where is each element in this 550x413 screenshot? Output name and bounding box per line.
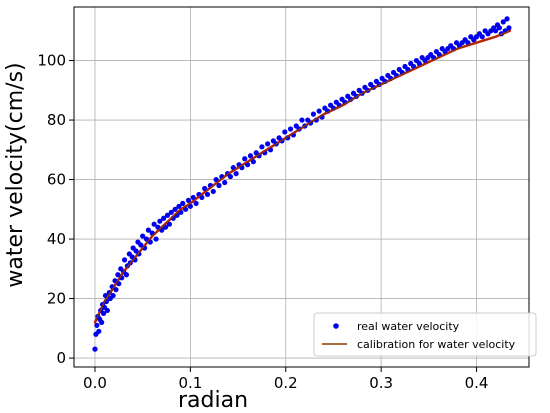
data-point [145,227,152,233]
data-point [233,171,239,177]
data-point [465,40,471,46]
data-point [115,272,121,278]
legend-label-calibration: calibration for water velocity [357,338,516,351]
x-axis-label: radian [178,388,248,413]
data-point [506,25,512,31]
y-tick-label: 0 [56,349,66,367]
grid [74,7,529,367]
data-point [96,328,102,334]
y-axis-label: water velocity(cm/s) [3,62,28,287]
data-point [180,200,186,206]
data-point [138,242,144,248]
data-point [227,173,234,180]
x-tick-label: 0.1 [178,374,202,392]
data-point [185,197,192,203]
data-point [265,141,271,147]
legend-marker-scatter [333,323,339,329]
data-point [140,233,146,239]
data-point [190,194,196,201]
data-point [202,185,208,192]
data-point [299,117,305,123]
data-point [500,19,506,25]
data-point [250,159,256,165]
data-point [168,209,174,215]
data-point [187,203,193,209]
data-point [282,129,288,135]
data-point [113,287,119,293]
legend-box [313,312,537,357]
data-point [247,153,254,159]
data-point [504,16,510,22]
data-point [162,224,169,230]
data-point [493,28,499,34]
data-point [245,162,251,168]
fit-line-red [93,29,512,324]
data-point [100,310,107,317]
data-point [310,111,317,117]
data-point [92,346,98,352]
x-tick-label: 0.3 [369,374,393,392]
data-point [151,221,157,227]
data-point [230,165,236,171]
data-point [164,212,171,218]
data-point [110,292,116,299]
data-point [222,179,228,186]
data-point [155,224,161,230]
data-point [210,188,216,195]
data-point [213,176,219,183]
data-point [176,203,182,209]
y-tick-label: 100 [37,52,66,70]
data-point [143,236,150,242]
legend-label-real-water-velocity: real water velocity [357,320,460,333]
data-point [259,144,265,150]
y-axis-ticks: 0 20 40 60 80 100 [37,52,74,367]
data-point [216,182,222,189]
scatter-points [92,16,512,352]
data-point [242,156,248,162]
x-tick-label: 0.2 [274,374,298,392]
calibration-fit-line-red [93,29,512,324]
data-point [166,221,172,227]
data-point [99,319,105,325]
data-point [123,272,130,278]
data-point [204,191,211,198]
data-point [161,215,167,221]
y-tick-label: 20 [47,290,66,308]
legend: real water velocity calibration for wate… [313,312,537,357]
data-point [157,218,163,224]
data-point [287,126,294,132]
y-tick-label: 80 [47,111,66,129]
data-point [316,108,322,114]
data-point [416,60,422,67]
calibration-series-line [94,30,511,324]
y-tick-label: 60 [47,171,66,189]
data-point [121,257,128,263]
calibration-line [94,30,511,324]
x-axis-ticks: 0.0 0.1 0.2 0.3 0.4 [83,367,488,392]
x-tick-label: 0.0 [83,374,107,392]
y-tick-label: 40 [47,230,66,248]
data-point [94,322,100,328]
data-point [104,307,110,314]
x-tick-label: 0.4 [465,374,489,392]
data-point [172,206,178,212]
data-point [496,25,503,31]
data-point [479,34,485,40]
data-point [153,236,159,242]
plot-area-frame [73,6,530,368]
data-point [193,200,199,206]
data-point [183,206,189,212]
